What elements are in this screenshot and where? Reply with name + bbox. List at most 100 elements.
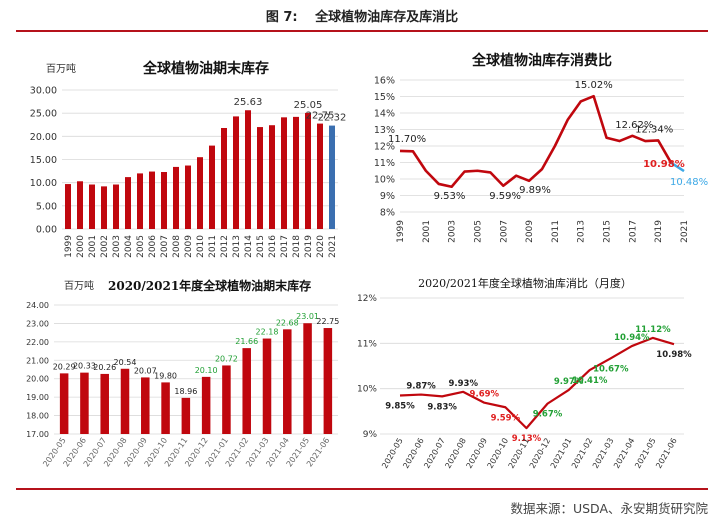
- bar: [323, 328, 333, 434]
- y-tick-label: 20.00: [30, 132, 57, 143]
- data-label: 25.05: [294, 100, 323, 111]
- data-label: 10.98%: [656, 350, 692, 360]
- y-tick-label: 5.00: [36, 201, 57, 212]
- bar: [305, 112, 311, 229]
- unit-label: 百万吨: [64, 279, 94, 292]
- y-tick-label: 23.00: [26, 319, 49, 328]
- data-label: 20.07: [134, 366, 157, 375]
- bar: [125, 177, 131, 229]
- y-tick-label: 17.00: [26, 430, 49, 439]
- x-tick-label: 2015: [603, 220, 613, 243]
- data-label: 22.75: [306, 111, 335, 122]
- x-tick-label: 2019: [304, 235, 314, 258]
- bar: [59, 373, 69, 434]
- data-label: 9.59%: [491, 413, 521, 423]
- chart-annual-stock-use-ratio: 全球植物油库存消费比 8% 9% 10% 11% 12% 13% 14% 15% 16% 1999 2…: [374, 52, 708, 243]
- bar: [281, 117, 287, 229]
- y-tick-label: 9%: [380, 191, 395, 202]
- x-tick-label: 2005: [136, 235, 146, 258]
- data-label: 10.41%: [572, 376, 608, 386]
- data-label: 19.80: [154, 371, 177, 380]
- bar: [303, 323, 312, 434]
- bar: [222, 365, 231, 434]
- bar: [245, 110, 251, 229]
- x-tick-label: 2013: [232, 235, 242, 258]
- x-tick-label: 2001: [88, 235, 98, 258]
- series-line: [399, 94, 673, 189]
- chart-title: 全球植物油期末库存: [142, 60, 269, 77]
- x-tick-label: 2010: [196, 235, 206, 258]
- data-label: 9.93%: [448, 379, 478, 389]
- x-tick-label: 1999: [64, 235, 74, 258]
- source-note: 数据来源：USDA、永安期货研究院: [510, 501, 708, 516]
- x-tick-label: 2015: [256, 235, 266, 258]
- y-tick-label: 9%: [363, 430, 378, 440]
- data-label: 15.02%: [575, 80, 613, 91]
- x-tick-label: 2019: [654, 220, 664, 243]
- y-tick-label: 18.00: [26, 412, 49, 421]
- x-tick-label: 2011: [208, 235, 218, 258]
- bar: [137, 173, 143, 229]
- bar: [283, 329, 292, 434]
- y-tick-label: 11%: [357, 339, 377, 349]
- y-tick-label: 14%: [374, 109, 395, 120]
- y-tick-label: 16%: [374, 76, 395, 87]
- y-tick-label: 25.00: [30, 109, 57, 120]
- y-tick-label: 10.00: [30, 178, 57, 189]
- bar: [242, 348, 251, 434]
- bar: [201, 376, 211, 434]
- x-tick-label: 2012: [220, 235, 230, 258]
- bar: [89, 184, 95, 229]
- y-tick-label: 19.00: [26, 393, 49, 402]
- bar: [209, 145, 215, 229]
- x-tick-label: 2011: [551, 220, 561, 243]
- y-tick-label: 15%: [374, 92, 395, 103]
- x-tick-label: 2021: [680, 220, 690, 243]
- x-tick-label: 2001: [422, 220, 432, 243]
- bar: [221, 127, 227, 229]
- x-tick-label: 2018: [292, 235, 302, 258]
- x-tick-label: 2021: [328, 235, 338, 258]
- x-tick-label: 2000: [76, 235, 86, 258]
- data-label: 25.63: [234, 97, 263, 108]
- y-tick-label: 10%: [374, 175, 395, 186]
- bar: [293, 116, 299, 229]
- y-tick-label: 12%: [357, 294, 377, 304]
- data-label: 20.72: [215, 354, 238, 363]
- y-tick-label: 15.00: [30, 155, 57, 166]
- x-tick-label: 2013: [577, 220, 587, 243]
- chart-title: 2020/2021年度全球植物油期末库存: [108, 278, 311, 293]
- series-line: [399, 336, 675, 430]
- data-label: 20.29: [53, 362, 76, 371]
- chart-monthly-stock-use-ratio: 2020/2021年度全球植物油库消比（月度） 9% 10% 11% 12% 9.85% 2…: [357, 276, 692, 470]
- data-label: 9.87%: [406, 382, 436, 392]
- bar: [120, 368, 130, 434]
- x-tick-label: 2020: [316, 235, 326, 258]
- y-tick-label: 30.00: [30, 86, 57, 97]
- chart-title: 2020/2021年度全球植物油库消比（月度）: [418, 276, 632, 290]
- y-tick-label: 24.00: [26, 301, 49, 310]
- bar: [233, 116, 239, 229]
- x-tick-label: 2005: [473, 220, 483, 243]
- data-label: 20.10: [195, 366, 218, 375]
- data-label: 9.69%: [470, 390, 500, 400]
- data-label: 18.96: [174, 387, 197, 396]
- x-tick-label: 2017: [280, 235, 290, 258]
- x-tick-label: 2007: [160, 235, 170, 258]
- data-label: 22.18: [256, 328, 279, 337]
- x-tick-label: 2006: [148, 235, 158, 258]
- bar: [65, 184, 71, 229]
- bar: [113, 184, 119, 229]
- bottom-rule: [16, 488, 708, 490]
- data-label: 20.26: [93, 363, 116, 372]
- x-tick-label: 1999: [396, 220, 406, 243]
- x-tick-label: 2014: [244, 235, 254, 258]
- chart-title: 全球植物油库存消费比: [471, 52, 612, 69]
- data-label: 10.67%: [593, 364, 629, 374]
- data-label: 22.75: [316, 317, 339, 326]
- bar: [197, 157, 203, 229]
- x-tick-label: 2008: [172, 235, 182, 258]
- bar: [141, 377, 150, 434]
- y-tick-label: 12%: [374, 142, 395, 153]
- x-tick-label: 2017: [628, 220, 638, 243]
